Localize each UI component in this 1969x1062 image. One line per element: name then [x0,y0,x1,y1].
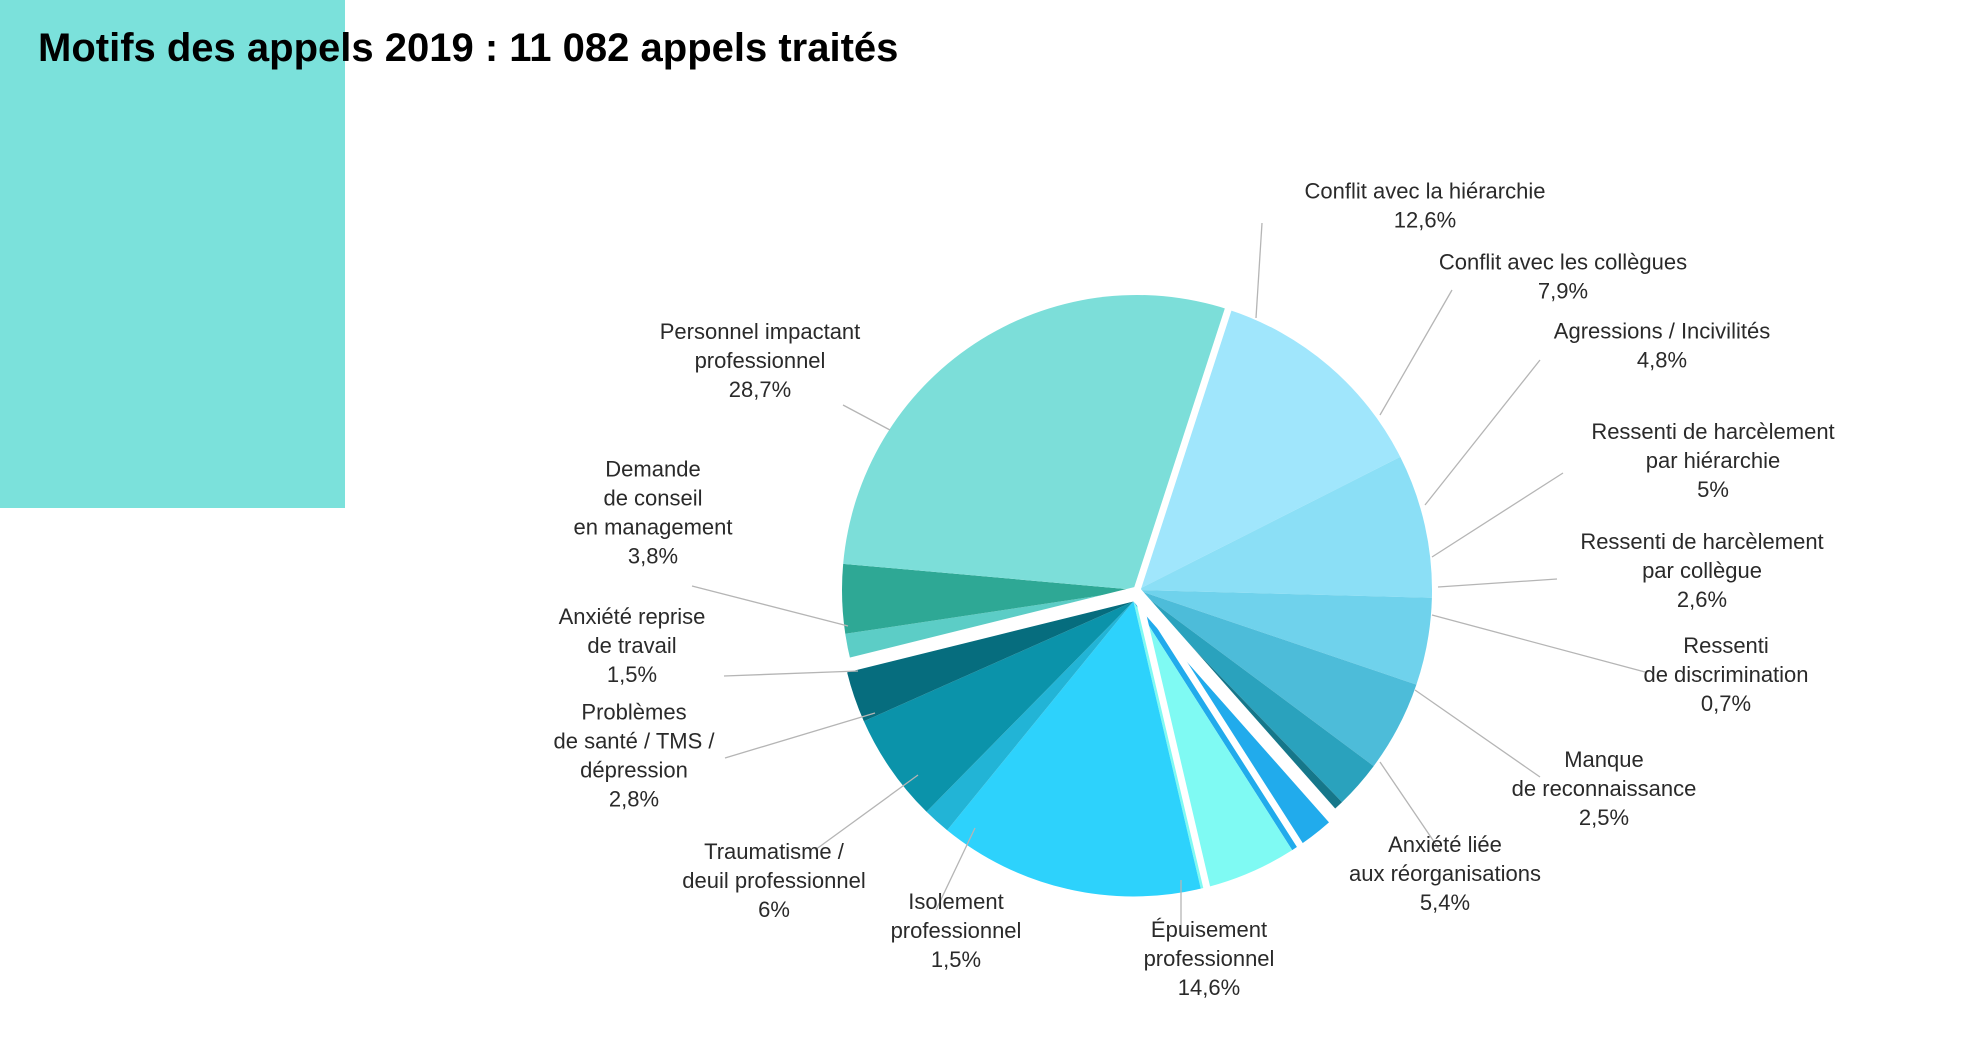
pie-slice-personnel-impactant-professionnel [843,295,1229,590]
accent-block [0,0,345,508]
slice-name-line: Ressenti [1683,633,1769,658]
slice-name-line: de discrimination [1643,662,1808,687]
leader-line-conflit-avec-les-collegues [1379,289,1453,416]
slice-label-manque-de-reconnaissance: Manque de reconnaissance 2,5% [1512,747,1697,830]
slice-value-label: 1,5% [607,662,657,687]
leader-line-agressions-incivilites [1424,359,1541,506]
slice-label-isolement-professionnel: Isolement professionnel 1,5% [891,889,1022,972]
slice-gap [1134,588,1310,858]
slice-value-label: 28,7% [729,377,791,402]
slice-name-line: en management [574,515,733,540]
slice-name-line: Traumatisme / [704,839,845,864]
slice-label-anxiete-liee-aux-reorganisations: Anxiété liée aux réorganisations 5,4% [1349,832,1541,915]
leader-line-personnel-impactant-professionnel [842,404,891,431]
slice-name-line: par collègue [1642,558,1762,583]
slice-value-label: 6% [758,897,790,922]
pie-slice-traumatisme-deuil-professionnel [863,601,1134,812]
slice-name-line: Problèmes [581,700,686,725]
slice-label-personnel-impactant-professionnel: Personnel impactant professionnel 28,7% [660,319,861,402]
slice-value-label: 7,9% [1538,279,1588,304]
pie-slice-demande-de-conseil-en-management [841,563,1137,634]
slice-label-epuisement-professionnel: Épuisement professionnel 14,6% [1144,917,1275,1000]
slice-name-line: professionnel [891,918,1022,943]
slice-value-label: 5,4% [1420,890,1470,915]
slice-name-line: dépression [580,758,688,783]
pie-slice-ressenti-de-harcelement-par-collegue [1137,590,1374,803]
slice-name-line: Ressenti de harcèlement [1580,529,1823,554]
slice-name-line: aux réorganisations [1349,861,1541,886]
leader-line-isolement-professionnel [935,827,976,911]
slice-label-ressenti-de-discrimination: Ressenti de discrimination 0,7% [1643,633,1808,716]
leader-line-ressenti-de-harcelement-par-collegue [1437,578,1558,588]
slice-value-label: 0,7% [1701,691,1751,716]
leader-line-ressenti-de-discrimination [1431,614,1646,673]
pie-slice-isolement-professionnel [926,601,1134,831]
slice-name-line: professionnel [695,348,826,373]
slice-name-line: Conflit avec la hiérarchie [1305,179,1546,204]
slice-name-line: Personnel impactant [660,319,861,344]
slice-label-problemes-de-sante-tms-depression: Problèmes de santé / TMS / dépression 2,8% [553,700,715,812]
slice-value-label: 4,8% [1637,348,1687,373]
leader-line-demande-de-conseil-en-management [691,585,849,627]
slice-value-label: 5% [1697,477,1729,502]
slice-label-conflit-avec-les-collegues: Conflit avec les collègues 7,9% [1439,250,1687,304]
slice-name-line: Demande [605,457,700,482]
leader-line-manque-de-reconnaissance [1414,689,1541,778]
slice-name-line: de reconnaissance [1512,776,1697,801]
slice-value-label: 14,6% [1178,975,1240,1000]
slice-gap [830,586,1138,670]
pie-slice-agressions-incivilites [1137,590,1432,685]
leader-line-anxiete-liee-aux-reorganisations [1379,761,1442,853]
slice-name-line: Anxiété reprise [559,604,706,629]
slice-name-line: Ressenti de harcèlement [1591,419,1834,444]
slice-name-line: Conflit avec les collègues [1439,250,1687,275]
slice-gap [1134,587,1349,829]
leader-lines [691,222,1646,935]
slice-value-label: 3,8% [628,544,678,569]
pie-slice-anxiete-liee-aux-reorganisations [1133,601,1293,889]
slice-value-label: 2,6% [1677,587,1727,612]
slice-name-line: Anxiété liée [1388,832,1502,857]
page-title: Motifs des appels 2019 : 11 082 appels t… [38,26,899,70]
slice-name-line: Agressions / Incivilités [1554,319,1770,344]
leader-line-problemes-de-sante-tms-depression [724,712,876,759]
slice-value-label: 2,8% [609,787,659,812]
leader-line-anxiete-reprise-de-travail [723,670,859,677]
slice-name-line: Isolement [908,889,1003,914]
slice-value-label: 1,5% [931,947,981,972]
slice-name-line: professionnel [1144,946,1275,971]
slice-name-line: Manque [1564,747,1644,772]
slice-name-line: Épuisement [1151,917,1267,942]
slice-label-demande-de-conseil-en-management: Demande de conseil en management 3,8% [574,457,733,569]
slice-gap [1133,589,1213,898]
slice-gap [1133,289,1238,592]
slice-name-line: par hiérarchie [1646,448,1781,473]
pie-slices [830,289,1433,898]
leader-line-conflit-avec-la-hierarchie [1255,222,1263,319]
slice-label-conflit-avec-la-hierarchie: Conflit avec la hiérarchie 12,6% [1305,179,1546,233]
slice-value-label: 12,6% [1394,208,1456,233]
slice-name-line: deuil professionnel [682,868,865,893]
slice-label-traumatisme-deuil-professionnel: Traumatisme / deuil professionnel 6% [682,839,865,922]
leader-line-ressenti-de-harcelement-par-hierarchie [1431,472,1564,558]
pie-slice-epuisement-professionnel [947,601,1201,897]
slice-label-ressenti-de-harcelement-par-hierarchie: Ressenti de harcèlement par hiérarchie 5% [1591,419,1834,502]
slice-name-line: de santé / TMS / [553,729,715,754]
slice-label-anxiete-reprise-de-travail: Anxiété reprise de travail 1,5% [559,604,706,687]
slice-label-agressions-incivilites: Agressions / Incivilités 4,8% [1554,319,1770,373]
slice-label-ressenti-de-harcelement-par-collegue: Ressenti de harcèlement par collègue 2,6% [1580,529,1823,612]
pie-slice-conflit-avec-la-hierarchie [1137,309,1401,590]
slice-name-line: de conseil [603,486,702,511]
pie-slice-conflit-avec-les-collegues [1137,456,1433,598]
slice-labels: Conflit avec la hiérarchie 12,6%Conflit a… [553,179,1834,1001]
leader-line-traumatisme-deuil-professionnel [814,774,919,851]
slice-name-line: de travail [587,633,676,658]
slice-value-label: 2,5% [1579,805,1629,830]
pie-slice-problemes-de-sante-tms-depression [847,601,1134,722]
pie-slice-ressenti-de-harcelement-par-hierarchie [1137,590,1417,767]
